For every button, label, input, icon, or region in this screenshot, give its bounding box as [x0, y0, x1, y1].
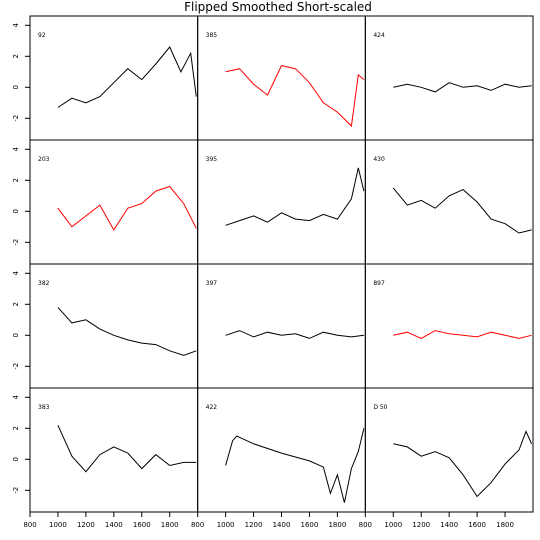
- panel-frame: [197, 387, 366, 513]
- panel-label: 897: [373, 280, 385, 287]
- panel-label: 92: [38, 32, 46, 39]
- panel-frame: [364, 139, 534, 265]
- x-tick-label: 1800: [496, 521, 514, 529]
- panel-grid: 92 -2 0 2 4 385 424 203 -2 0 2 4 395 430 382 -2 0 2 4 397 89…: [12, 15, 534, 529]
- y-tick-label: -2: [12, 487, 20, 494]
- y-tick-label: 0: [12, 333, 20, 337]
- x-tick-label: 800: [23, 521, 36, 529]
- y-tick-label: 2: [12, 178, 20, 182]
- series-line: [57, 424, 197, 473]
- y-tick-label: -2: [12, 239, 20, 246]
- x-tick-label: 1600: [133, 521, 151, 529]
- x-tick-label: 800: [191, 521, 204, 529]
- panel-label: D 50: [373, 404, 387, 411]
- series-line: [393, 82, 532, 93]
- x-tick-label: 1000: [384, 521, 402, 529]
- panel-frame: [364, 387, 534, 513]
- series-line: [57, 185, 197, 231]
- series-line: [225, 428, 365, 503]
- panel-label: 382: [38, 280, 50, 287]
- x-tick-label: 1000: [49, 521, 67, 529]
- panel-frame: [364, 15, 534, 141]
- panel-frame: [197, 139, 366, 265]
- x-tick-label: 1800: [161, 521, 179, 529]
- panel-label: 383: [38, 404, 50, 411]
- y-tick-label: -2: [12, 363, 20, 370]
- y-tick-label: 4: [12, 271, 20, 276]
- y-tick-label: 4: [12, 395, 20, 400]
- panel-label: 395: [206, 156, 218, 163]
- panel-frame: [29, 263, 199, 389]
- series-line: [393, 330, 532, 339]
- y-tick-label: 0: [12, 209, 20, 213]
- x-tick-label: 1800: [328, 521, 346, 529]
- y-tick-label: 4: [12, 147, 20, 152]
- panel-frame: [29, 15, 199, 141]
- x-tick-label: 1200: [412, 521, 430, 529]
- x-tick-label: 1400: [440, 521, 458, 529]
- series-line: [225, 330, 364, 339]
- series-line: [392, 187, 532, 234]
- series-line: [225, 167, 365, 226]
- x-tick-label: 1600: [301, 521, 319, 529]
- panel-label: 385: [206, 32, 218, 39]
- panel-frame: [29, 139, 199, 265]
- x-tick-label: 1600: [468, 521, 486, 529]
- x-tick-label: 800: [359, 521, 372, 529]
- panel-frame: [197, 15, 366, 141]
- y-tick-label: 2: [12, 302, 20, 306]
- y-tick-label: 0: [12, 85, 20, 89]
- y-tick-label: 2: [12, 426, 20, 430]
- panel-frame: [364, 263, 534, 389]
- x-tick-label: 1400: [273, 521, 291, 529]
- y-tick-label: -2: [12, 115, 20, 122]
- y-tick-label: 4: [12, 23, 20, 28]
- panel-frame: [29, 387, 199, 513]
- chart-title: Flipped Smoothed Short-scaled: [184, 0, 372, 14]
- series-line: [57, 307, 197, 356]
- y-tick-label: 2: [12, 54, 20, 58]
- panel-frame: [197, 263, 366, 389]
- x-tick-label: 1000: [217, 521, 235, 529]
- panel-label: 397: [206, 280, 218, 287]
- series-line: [57, 46, 197, 108]
- panel-label: 424: [373, 32, 385, 39]
- x-tick-label: 1400: [105, 521, 123, 529]
- panel-label: 422: [206, 404, 218, 411]
- panel-label: 203: [38, 156, 50, 163]
- x-tick-label: 1200: [245, 521, 263, 529]
- panel-label: 430: [373, 156, 385, 163]
- y-tick-label: 0: [12, 457, 20, 461]
- series-line: [225, 65, 365, 128]
- series-line: [393, 430, 533, 498]
- x-tick-label: 1200: [77, 521, 95, 529]
